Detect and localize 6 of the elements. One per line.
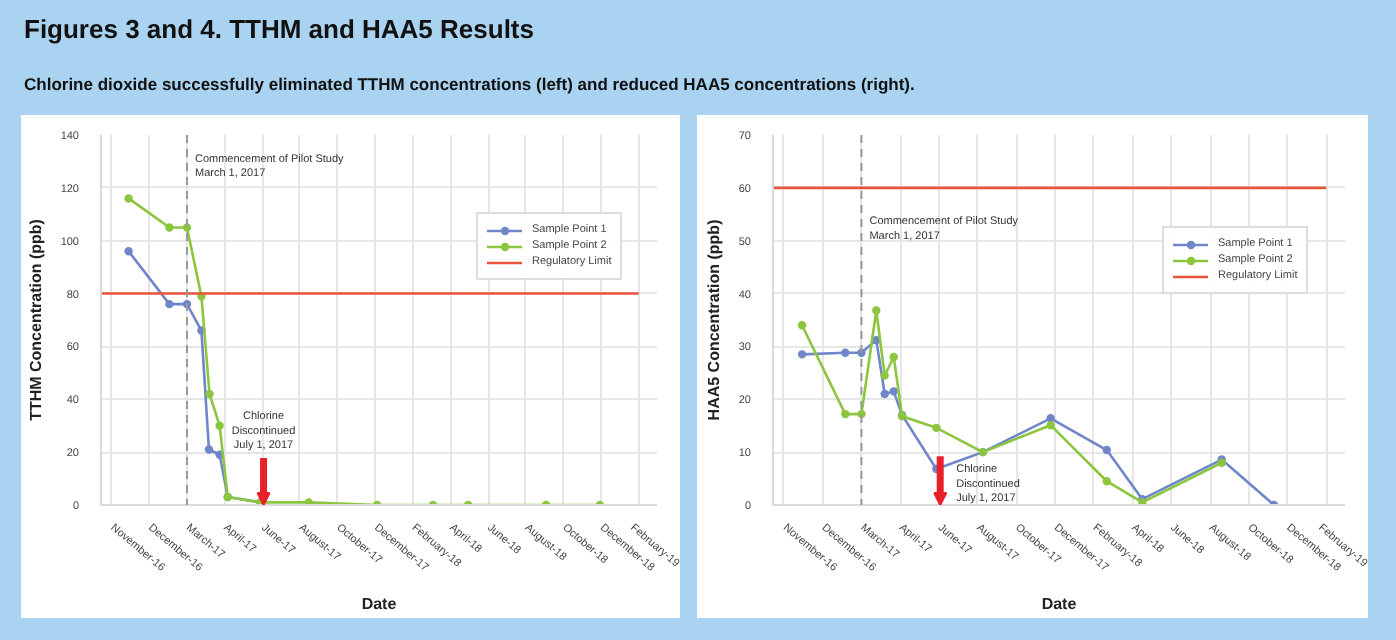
x-axis-title: Date (361, 595, 398, 614)
chart-title: Figures 3 and 4. TTHM and HAA5 Results (24, 12, 534, 48)
chart-subtitle: Chlorine dioxide successfully eliminated TTHM concentrations (left) and reduced HAA5 concentrations (right). (24, 72, 915, 97)
x-axis-title: Date (1041, 595, 1078, 614)
y-axis-title: HAA5 Concentration (ppb) (704, 218, 723, 421)
y-axis-title: TTHM Concentration (ppb) (26, 218, 45, 421)
